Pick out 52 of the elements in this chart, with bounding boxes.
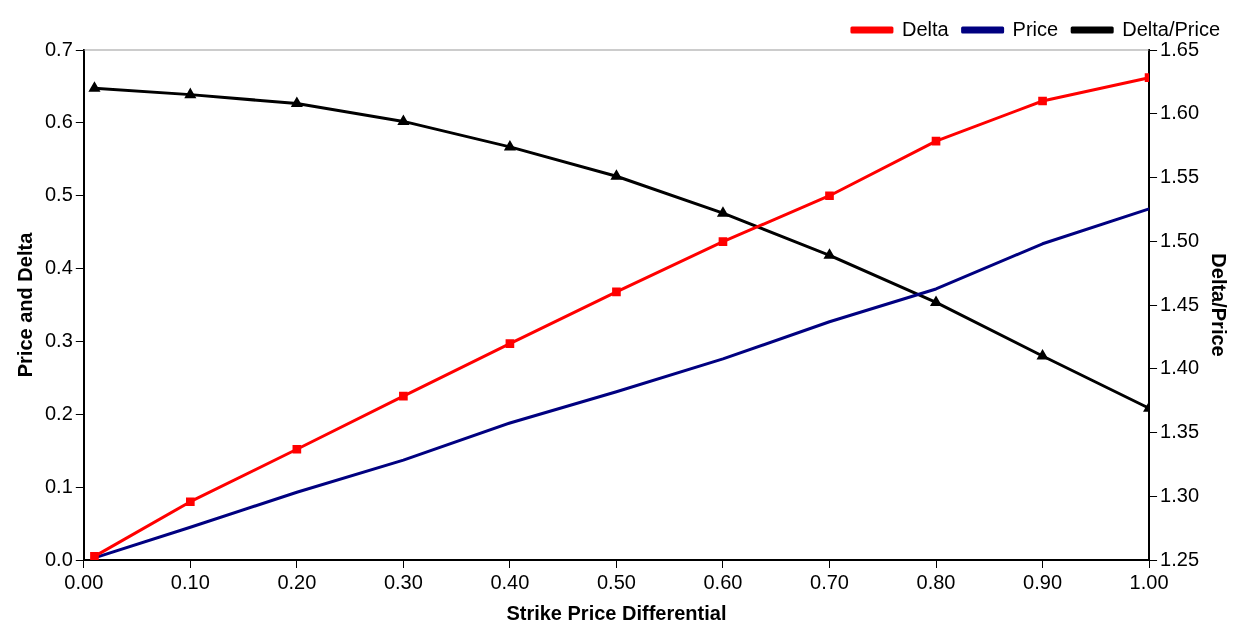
point: [399, 391, 408, 401]
y2-tick-label: 1.30: [1160, 483, 1200, 506]
y2-tick-label: 1.60: [1160, 101, 1200, 124]
point: [186, 497, 195, 507]
point: [505, 339, 515, 348]
x-tick-label: 0.10: [170, 570, 210, 593]
y2-tick-label: 1.35: [1160, 420, 1200, 443]
legend-label: Delta: [901, 17, 950, 40]
point: [89, 82, 100, 92]
point: [931, 136, 941, 146]
x-tick-label: 0.30: [383, 570, 423, 593]
x-axis-title: Strike Price Differential: [506, 601, 727, 624]
y-tick-label: 0.6: [44, 110, 73, 133]
point: [1038, 96, 1047, 106]
y2-tick-label: 1.40: [1160, 356, 1200, 379]
point: [1037, 350, 1048, 360]
point: [931, 296, 941, 306]
x-tick-label: 0.80: [916, 570, 956, 593]
x-tick-label: 0.40: [490, 570, 530, 593]
x-tick-label: 0.90: [1023, 570, 1063, 593]
point: [824, 249, 835, 259]
y-tick-label: 0.5: [44, 183, 73, 206]
x-tick-label: 0.70: [810, 570, 849, 593]
point: [611, 170, 622, 180]
point: [825, 191, 834, 201]
point: [612, 287, 621, 297]
y2-axis-title: Delta/Price: [1208, 253, 1231, 357]
legend-label: Price: [1012, 17, 1059, 40]
y2-tick-label: 1.65: [1160, 37, 1200, 60]
point: [398, 115, 409, 125]
point: [90, 552, 99, 560]
x-tick-label: 0.20: [277, 570, 317, 593]
legend-label: Delta/Price: [1122, 17, 1220, 40]
x-tick-label: 0.60: [703, 570, 743, 593]
y-tick-label: 0.4: [44, 256, 73, 279]
point: [718, 207, 728, 217]
y-axis-title: Price and Delta: [13, 231, 36, 378]
point: [292, 444, 302, 454]
x-tick-label: 0.00: [64, 570, 104, 593]
point: [718, 237, 728, 246]
y2-tick-label: 1.45: [1160, 292, 1200, 315]
y2-tick-label: 1.25: [1160, 547, 1200, 570]
y-tick-label: 0.0: [44, 547, 73, 570]
point: [504, 141, 515, 151]
y-tick-label: 0.3: [44, 328, 73, 351]
y-tick-label: 0.2: [44, 401, 73, 424]
y-tick-label: 0.7: [44, 37, 73, 60]
x-tick-label: 0.50: [596, 570, 636, 593]
y-tick-label: 0.1: [44, 474, 73, 497]
y2-tick-label: 1.50: [1160, 228, 1200, 251]
x-tick-label: 1.00: [1129, 570, 1169, 593]
y2-tick-label: 1.55: [1160, 165, 1200, 188]
